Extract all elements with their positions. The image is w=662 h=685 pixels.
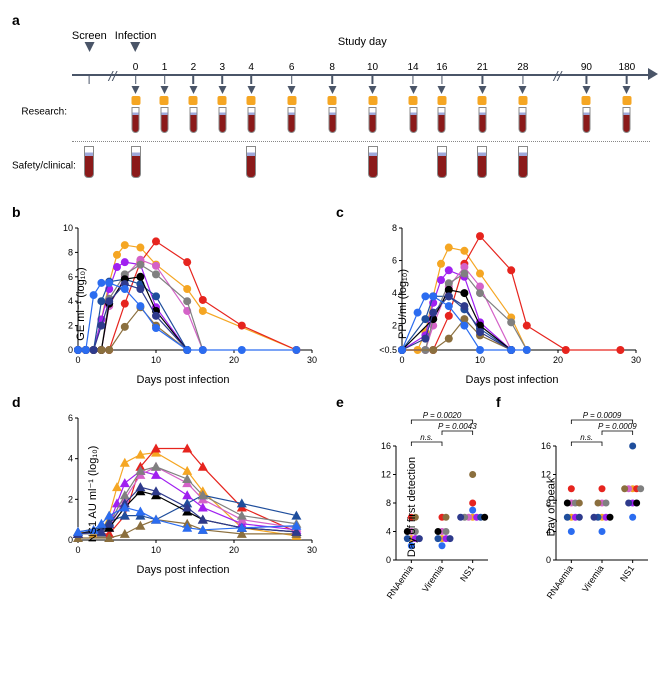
svg-text:0: 0 xyxy=(68,345,73,355)
panel-d-ylabel: NS1 AU ml⁻¹ (log₁₀) xyxy=(86,446,99,543)
svg-text:NS1: NS1 xyxy=(618,563,636,583)
svg-text:0: 0 xyxy=(75,545,80,555)
panel-d: d NS1 AU ml⁻¹ (log₁₀) 0 2 4 6 0 10 20 30 Days p… xyxy=(12,394,318,602)
svg-text:<0.5: <0.5 xyxy=(379,345,397,355)
svg-text:6: 6 xyxy=(68,413,73,423)
row-separator xyxy=(72,141,650,142)
svg-text:P = 0.0043: P = 0.0043 xyxy=(438,422,477,431)
svg-text:n.s.: n.s. xyxy=(580,433,593,442)
svg-text:Viremia: Viremia xyxy=(420,563,446,594)
charts-grid: b GE ml⁻¹ (log₁₀) 02468100102030 Days po… xyxy=(12,204,650,602)
svg-text:12: 12 xyxy=(381,470,391,480)
panel-d-xlabel: Days post infection xyxy=(48,564,318,576)
svg-text:0: 0 xyxy=(399,355,404,365)
svg-text:0: 0 xyxy=(546,555,551,565)
panel-b: b GE ml⁻¹ (log₁₀) 0 2 4 6 8 10 0 10 20 30 Days po… xyxy=(12,204,318,386)
svg-text:8: 8 xyxy=(392,223,397,233)
panel-b-label: b xyxy=(12,204,21,220)
panel-a: a Screen Infection Study day //// 012346… xyxy=(12,12,650,186)
panel-e-svg: 0 4 8 12 16 RNAemiaViremia NS1 n.s. P = 0.0043 P … xyxy=(372,412,492,602)
panel-b-xlabel: Days post infection xyxy=(48,374,318,386)
svg-text:0: 0 xyxy=(386,555,391,565)
svg-text:16: 16 xyxy=(381,441,391,451)
panel-c-xlabel: Days post infection xyxy=(372,374,652,386)
panel-e-ylabel: Day of first detection xyxy=(406,457,418,557)
svg-text:P = 0.0009: P = 0.0009 xyxy=(598,422,637,431)
svg-text:4: 4 xyxy=(386,527,391,537)
svg-text:P = 0.0009: P = 0.0009 xyxy=(583,412,622,420)
svg-text:4: 4 xyxy=(68,454,73,464)
svg-text:20: 20 xyxy=(229,545,239,555)
panel-e: e Day of first detection 0 4 8 12 16 RNAemiaV… xyxy=(336,394,492,602)
panel-c-label: c xyxy=(336,204,344,220)
svg-text:NS1: NS1 xyxy=(458,563,476,583)
svg-text:RNAemia: RNAemia xyxy=(385,563,415,600)
panel-a-label: a xyxy=(12,12,20,28)
svg-text:Viremia: Viremia xyxy=(580,563,606,594)
svg-text:8: 8 xyxy=(68,247,73,257)
screen-label: Screen xyxy=(72,30,107,52)
svg-text:10: 10 xyxy=(151,355,161,365)
svg-text:30: 30 xyxy=(307,355,317,365)
panel-b-svg: 0 2 4 6 8 10 0 10 20 30 xyxy=(48,222,318,372)
svg-text:2: 2 xyxy=(68,321,73,331)
infection-label: Infection xyxy=(115,30,157,52)
timeline-arrowhead xyxy=(648,68,658,80)
panel-a-top-labels: Screen Infection Study day xyxy=(72,30,650,60)
svg-text:10: 10 xyxy=(63,223,73,233)
svg-text:P = 0.0020: P = 0.0020 xyxy=(423,412,462,420)
svg-text:20: 20 xyxy=(553,355,563,365)
panel-c-ylabel: PFU/ml (log₁₀) xyxy=(397,269,409,339)
panel-c: c PFU/ml (log₁₀) <0.524680102030 Days po… xyxy=(336,204,652,386)
svg-text:10: 10 xyxy=(475,355,485,365)
svg-text:0: 0 xyxy=(75,355,80,365)
safety-row-label: Safety/clinical: xyxy=(12,161,67,172)
svg-text:RNAemia: RNAemia xyxy=(545,563,575,600)
svg-text:2: 2 xyxy=(68,494,73,504)
studyday-label: Study day xyxy=(338,36,387,48)
svg-text:4: 4 xyxy=(68,296,73,306)
panel-f-label: f xyxy=(496,394,501,410)
panel-e-label: e xyxy=(336,394,344,410)
timeline-axis xyxy=(72,74,650,76)
svg-text:6: 6 xyxy=(392,256,397,266)
panel-b-ylabel: GE ml⁻¹ (log₁₀) xyxy=(74,267,87,340)
svg-text:10: 10 xyxy=(151,545,161,555)
safety-row: Safety/clinical: xyxy=(72,146,650,186)
svg-text:n.s.: n.s. xyxy=(420,433,433,442)
svg-text:30: 30 xyxy=(631,355,641,365)
timeline: //// 0123468101416212890180 xyxy=(72,60,650,86)
svg-text:0: 0 xyxy=(68,535,73,545)
panel-d-label: d xyxy=(12,394,21,410)
svg-text:6: 6 xyxy=(68,272,73,282)
panel-c-svg: <0.524680102030 xyxy=(372,222,642,372)
research-row-label: Research: xyxy=(12,107,67,118)
panel-f-ylabel: Day of peak xyxy=(545,478,557,537)
svg-text:20: 20 xyxy=(229,355,239,365)
svg-text:8: 8 xyxy=(386,498,391,508)
research-row: Research: xyxy=(72,86,650,138)
panel-f: f Day of peak 0481216RNAemiaViremiaNS1n.… xyxy=(496,394,652,602)
svg-text:30: 30 xyxy=(307,545,317,555)
svg-text:16: 16 xyxy=(541,441,551,451)
